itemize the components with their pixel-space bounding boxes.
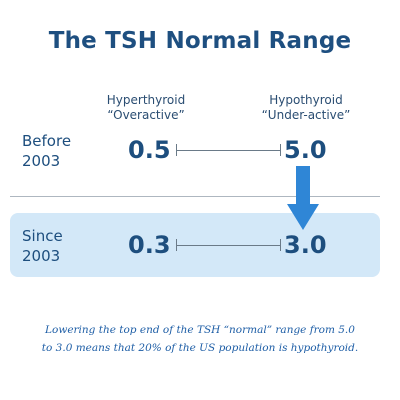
caption-line: to 3.0 means that 20% of the US populati… <box>41 342 359 354</box>
since-range-line <box>176 245 280 246</box>
since-high-value: 3.0 <box>284 231 327 259</box>
caption: Lowering the top end of the TSH “normal”… <box>0 321 400 357</box>
before-low-value: 0.5 <box>128 136 171 164</box>
section-divider <box>10 196 380 197</box>
row-label-line: 2003 <box>22 247 61 265</box>
before-high-value: 5.0 <box>284 136 327 164</box>
row-label-before-2003: Before 2003 <box>22 131 71 171</box>
row-label-since-2003: Since 2003 <box>22 226 63 266</box>
row-label-line: Before <box>22 132 72 150</box>
column-header-label: Hypothyroid <box>269 93 343 107</box>
column-header-sublabel: “Under-active” <box>261 108 351 122</box>
caption-line: Lowering the top end of the TSH “normal”… <box>45 324 355 336</box>
page-title: The TSH Normal Range <box>48 28 352 54</box>
column-header-label: Hyperthyroid <box>106 93 186 107</box>
since-low-value: 0.3 <box>128 231 171 259</box>
row-label-line: 2003 <box>22 152 61 170</box>
before-range-right-tick <box>280 144 281 156</box>
column-header-hyperthyroid: Hyperthyroid “Overactive” <box>86 93 206 123</box>
since-range-right-tick <box>280 239 281 251</box>
before-range-line <box>176 150 280 151</box>
row-label-line: Since <box>22 227 63 245</box>
column-header-hypothyroid: Hypothyroid “Under-active” <box>246 93 366 123</box>
column-header-sublabel: “Overactive” <box>107 108 185 122</box>
down-arrow-icon <box>287 166 319 230</box>
